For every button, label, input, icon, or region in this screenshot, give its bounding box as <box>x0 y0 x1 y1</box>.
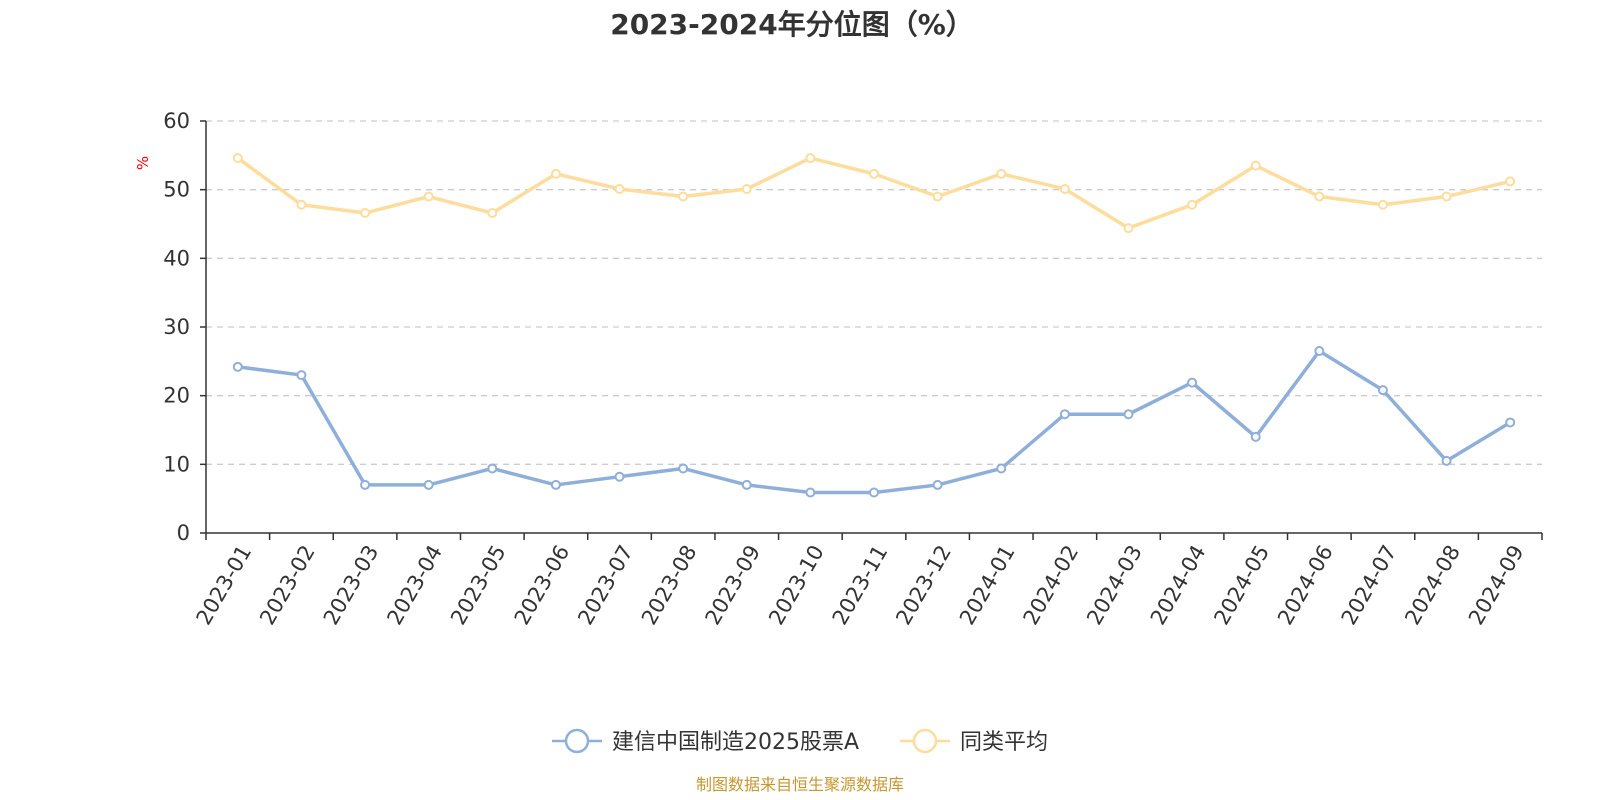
series-1-point[interactable] <box>296 370 307 381</box>
x-tick-label: 2023-08 <box>637 541 702 629</box>
legend-label: 同类平均 <box>960 730 1048 755</box>
axes: 01020304050602023-012023-022023-032023-0… <box>163 109 1543 629</box>
y-tick-label: 40 <box>163 246 190 270</box>
x-tick-label: 2023-12 <box>891 541 956 629</box>
series-2-point[interactable] <box>1441 191 1452 202</box>
series-2-point[interactable] <box>423 191 434 202</box>
x-tick-label: 2024-02 <box>1019 541 1084 629</box>
x-tick-label: 2024-06 <box>1273 541 1338 629</box>
x-tick-label: 2023-06 <box>510 541 575 629</box>
series-1-point[interactable] <box>614 471 625 482</box>
series-2-point[interactable] <box>1377 199 1388 210</box>
x-tick-label: 2023-11 <box>828 541 893 629</box>
y-tick-label: 20 <box>163 384 190 408</box>
series-1-point[interactable] <box>805 487 816 498</box>
series-2-point[interactable] <box>996 168 1007 179</box>
series-2-point[interactable] <box>1250 160 1261 171</box>
y-tick-label: 10 <box>163 452 190 476</box>
series-1-point[interactable] <box>1059 409 1070 420</box>
series-2-point[interactable] <box>1187 199 1198 210</box>
y-tick-label: 30 <box>163 315 190 339</box>
series-2-point[interactable] <box>869 168 879 179</box>
series-1-point[interactable] <box>550 479 561 490</box>
series-1-point[interactable] <box>360 479 371 490</box>
series-2-point[interactable] <box>932 191 943 202</box>
series-2-point[interactable] <box>360 208 371 219</box>
series-2-point[interactable] <box>678 191 689 202</box>
series-1-point[interactable] <box>869 487 879 498</box>
series-2-point[interactable] <box>1505 176 1516 187</box>
chart-title: 2023-2024年分位图（%） <box>610 8 974 41</box>
x-tick-label: 2023-03 <box>319 541 384 629</box>
series-2-point[interactable] <box>1059 183 1070 194</box>
x-tick-label: 2024-05 <box>1209 541 1274 629</box>
series-1-point[interactable] <box>232 361 243 372</box>
series-1-point[interactable] <box>423 479 434 490</box>
y-axis-unit-label: % <box>134 156 152 170</box>
legend[interactable]: 建信中国制造2025股票A 同类平均 <box>552 728 1048 755</box>
series-1-point[interactable] <box>1123 409 1134 420</box>
data-source-note: 制图数据来自恒生聚源数据库 <box>696 775 904 794</box>
series-2-point[interactable] <box>741 183 752 194</box>
series-1-point[interactable] <box>1505 417 1516 428</box>
x-tick-label: 2023-04 <box>382 541 447 629</box>
y-tick-label: 0 <box>177 521 190 545</box>
legend-marker <box>912 728 938 754</box>
x-tick-label: 2023-01 <box>192 541 257 629</box>
series-1-point[interactable] <box>932 479 943 490</box>
y-tick-label: 60 <box>163 109 190 133</box>
series-2-point[interactable] <box>614 183 625 194</box>
x-tick-label: 2023-02 <box>255 541 320 629</box>
x-tick-label: 2024-04 <box>1146 541 1211 629</box>
series-2-point[interactable] <box>296 199 307 210</box>
series-1-point[interactable] <box>996 463 1007 474</box>
series-1-point[interactable] <box>1377 385 1388 396</box>
x-tick-label: 2024-07 <box>1337 541 1402 629</box>
series-1-point[interactable] <box>678 463 689 474</box>
series-2-point[interactable] <box>805 153 816 164</box>
y-tick-label: 50 <box>163 178 190 202</box>
x-tick-label: 2024-09 <box>1464 541 1529 629</box>
x-tick-label: 2023-09 <box>700 541 765 629</box>
series-1-point[interactable] <box>1314 346 1325 357</box>
series-2-point[interactable] <box>232 153 243 164</box>
legend-marker <box>564 728 590 754</box>
series-line-1 <box>236 349 1512 495</box>
legend-item-2[interactable]: 同类平均 <box>900 728 1048 755</box>
x-tick-label: 2023-05 <box>446 541 511 629</box>
series-1-point[interactable] <box>1441 455 1452 466</box>
series-2-point[interactable] <box>1314 191 1325 202</box>
series-1-point[interactable] <box>1187 377 1198 388</box>
series-lines <box>232 153 1516 498</box>
series-1-point[interactable] <box>487 463 498 474</box>
series-1-point[interactable] <box>1250 431 1261 442</box>
series-1-point[interactable] <box>741 479 752 490</box>
grid-lines <box>206 120 1542 465</box>
legend-label: 建信中国制造2025股票A <box>612 730 859 755</box>
x-tick-label: 2024-08 <box>1400 541 1465 629</box>
legend-item-1[interactable]: 建信中国制造2025股票A <box>552 728 859 755</box>
x-tick-label: 2023-10 <box>764 541 829 629</box>
series-2-point[interactable] <box>1123 223 1134 234</box>
series-2-point[interactable] <box>550 168 561 179</box>
x-tick-label: 2024-03 <box>1082 541 1147 629</box>
x-tick-label: 2024-01 <box>955 541 1020 629</box>
series-2-point[interactable] <box>487 208 498 219</box>
x-tick-label: 2023-07 <box>573 541 638 629</box>
